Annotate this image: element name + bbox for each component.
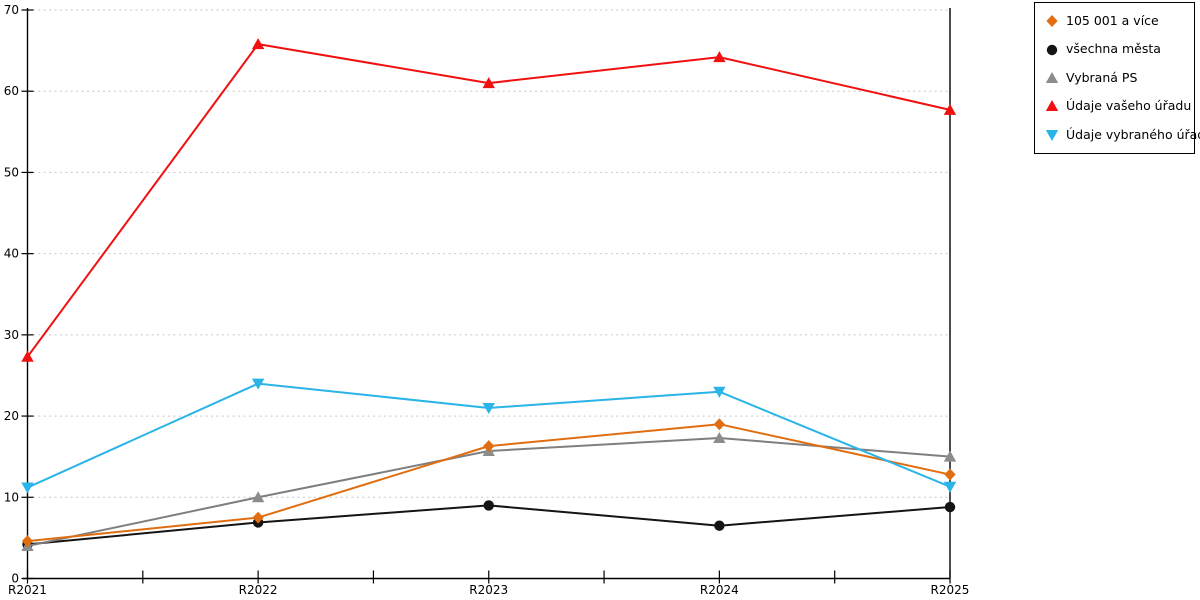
axes <box>22 8 951 580</box>
data-point-marker <box>21 535 34 548</box>
legend-item: 105 001 a více <box>1045 14 1190 28</box>
data-point-marker <box>944 501 956 513</box>
y-tick-label: 10 <box>4 490 19 504</box>
legend-label: Vybraná PS <box>1066 69 1138 85</box>
legend-label: 105 001 a více <box>1066 12 1159 28</box>
chart-series <box>21 378 957 494</box>
legend-circle-icon <box>1045 43 1059 57</box>
data-point-marker <box>943 450 957 462</box>
gridlines <box>27 9 950 498</box>
x-tick-label: R2025 <box>931 583 970 597</box>
y-tick-label: 0 <box>11 572 19 586</box>
data-point-marker <box>713 431 726 443</box>
legend-item: Údaje vašeho úřadu <box>1045 98 1192 114</box>
y-tick-label: 50 <box>4 165 19 179</box>
data-point-marker <box>713 418 725 431</box>
data-point-marker <box>482 77 495 89</box>
legend-label: všechna města <box>1066 41 1161 57</box>
legend-triangle-up-icon <box>1045 71 1059 85</box>
y-axis-ticks: 0 10 20 30 40 50 60 70 <box>4 3 34 586</box>
x-tick-label: R2021 <box>8 583 47 597</box>
data-point-marker <box>251 491 265 503</box>
x-tick-label: R2024 <box>700 583 739 597</box>
y-tick-label: 40 <box>4 247 19 261</box>
legend-triangle-down-icon <box>1045 128 1059 142</box>
chart-series <box>21 418 956 548</box>
data-point-marker <box>482 402 495 414</box>
legend-label: Údaje vybraného úřadu <box>1066 126 1200 142</box>
legend-item: Údaje vybraného úřadu <box>1045 128 1200 142</box>
data-point-marker <box>21 482 34 494</box>
data-point-marker <box>483 500 494 511</box>
data-point-marker <box>251 38 265 50</box>
data-point-marker <box>483 440 495 453</box>
legend-diamond-icon <box>1045 14 1059 28</box>
legend-item: všechna města <box>1045 43 1190 57</box>
data-point-marker <box>943 481 957 493</box>
data-point-marker <box>251 378 265 390</box>
y-tick-label: 20 <box>4 409 19 423</box>
legend-item: Vybraná PS <box>1045 71 1190 85</box>
x-axis-ticks: R2021 R2022 R2023 R2024 R2025 <box>8 570 970 597</box>
data-point-marker <box>713 386 726 398</box>
data-point-marker <box>714 520 725 531</box>
x-tick-label: R2023 <box>469 583 508 597</box>
y-tick-label: 70 <box>4 3 19 17</box>
data-point-marker <box>944 468 956 481</box>
data-point-marker <box>21 350 34 362</box>
chart-series <box>21 38 957 362</box>
y-tick-label: 60 <box>4 84 19 98</box>
data-point-marker <box>713 51 726 63</box>
y-tick-label: 30 <box>4 328 19 342</box>
x-tick-label: R2022 <box>239 583 278 597</box>
data-point-marker <box>252 511 264 524</box>
legend-triangle-up-icon <box>1045 99 1059 113</box>
legend-label: Údaje vašeho úřadu <box>1066 98 1192 114</box>
data-point-marker <box>943 103 957 115</box>
chart-legend: 105 001 a více všechna města Vybraná PS … <box>1034 2 1200 154</box>
chart-series <box>22 500 956 550</box>
